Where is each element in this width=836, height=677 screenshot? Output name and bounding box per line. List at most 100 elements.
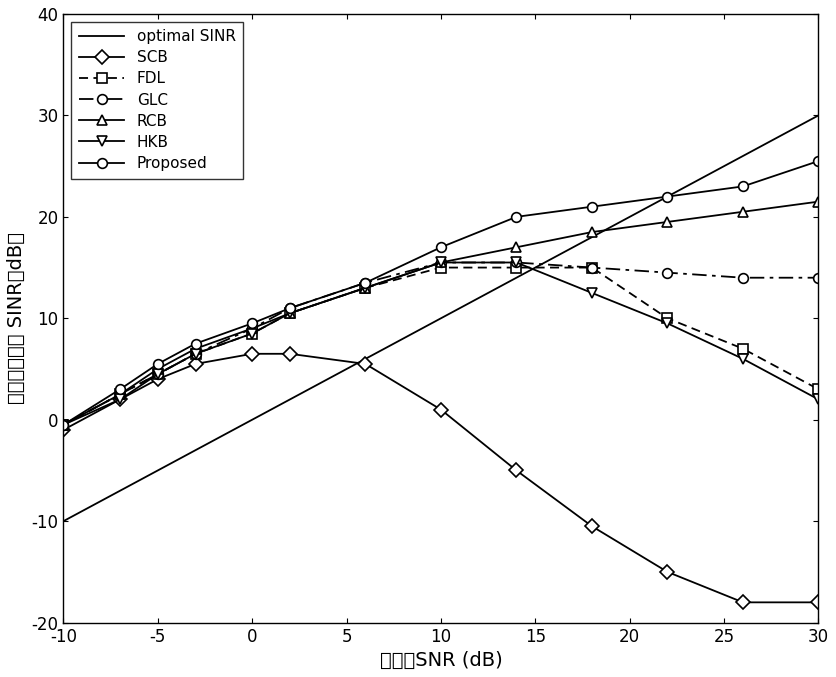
Proposed <box>738 182 748 190</box>
SCB <box>813 598 823 607</box>
optimal SINR <box>738 152 748 160</box>
FDL <box>153 370 163 378</box>
optimal SINR <box>247 416 257 424</box>
HKB <box>360 284 370 292</box>
FDL <box>436 263 446 271</box>
Line: optimal SINR: optimal SINR <box>64 115 818 521</box>
FDL <box>813 385 823 393</box>
SCB <box>662 568 672 576</box>
Line: Proposed: Proposed <box>59 156 823 430</box>
FDL <box>115 391 125 399</box>
SCB <box>587 522 597 530</box>
FDL <box>191 350 201 358</box>
RCB <box>247 324 257 332</box>
Line: HKB: HKB <box>59 258 823 430</box>
RCB <box>662 218 672 226</box>
optimal SINR <box>191 446 201 454</box>
Y-axis label: 输出信干噪比 SINR（dB）: 输出信干噪比 SINR（dB） <box>7 232 26 404</box>
GLC <box>360 279 370 287</box>
Proposed <box>247 320 257 328</box>
HKB <box>512 259 522 267</box>
FDL <box>738 345 748 353</box>
GLC <box>662 269 672 277</box>
optimal SINR <box>512 274 522 282</box>
SCB <box>285 350 295 358</box>
GLC <box>813 274 823 282</box>
optimal SINR <box>587 233 597 241</box>
Proposed <box>436 243 446 251</box>
HKB <box>247 330 257 338</box>
SCB <box>115 395 125 403</box>
SCB <box>191 360 201 368</box>
FDL <box>587 263 597 271</box>
RCB <box>738 208 748 216</box>
optimal SINR <box>662 192 672 200</box>
GLC <box>191 350 201 358</box>
RCB <box>153 365 163 373</box>
GLC <box>285 304 295 312</box>
RCB <box>360 284 370 292</box>
HKB <box>285 309 295 318</box>
HKB <box>587 289 597 297</box>
SCB <box>59 426 69 434</box>
optimal SINR <box>153 466 163 475</box>
Line: SCB: SCB <box>59 349 823 607</box>
RCB <box>285 309 295 318</box>
Line: RCB: RCB <box>59 197 823 430</box>
HKB <box>813 395 823 403</box>
RCB <box>115 391 125 399</box>
GLC <box>738 274 748 282</box>
GLC <box>59 420 69 429</box>
Line: FDL: FDL <box>59 263 823 430</box>
SCB <box>247 350 257 358</box>
Proposed <box>153 360 163 368</box>
RCB <box>512 243 522 251</box>
Legend: optimal SINR, SCB, FDL, GLC, RCB, HKB, Proposed: optimal SINR, SCB, FDL, GLC, RCB, HKB, P… <box>71 22 243 179</box>
RCB <box>59 420 69 429</box>
SCB <box>738 598 748 607</box>
FDL <box>360 284 370 292</box>
SCB <box>153 375 163 383</box>
RCB <box>587 228 597 236</box>
HKB <box>59 420 69 429</box>
FDL <box>247 330 257 338</box>
SCB <box>512 466 522 475</box>
RCB <box>813 198 823 206</box>
optimal SINR <box>360 355 370 363</box>
Proposed <box>360 279 370 287</box>
optimal SINR <box>59 517 69 525</box>
optimal SINR <box>436 314 446 322</box>
FDL <box>285 309 295 318</box>
optimal SINR <box>285 395 295 403</box>
optimal SINR <box>813 111 823 119</box>
GLC <box>153 370 163 378</box>
HKB <box>153 370 163 378</box>
Line: GLC: GLC <box>59 258 823 430</box>
RCB <box>436 259 446 267</box>
HKB <box>115 395 125 403</box>
Proposed <box>662 192 672 200</box>
RCB <box>191 345 201 353</box>
Proposed <box>59 420 69 429</box>
Proposed <box>587 202 597 211</box>
GLC <box>436 259 446 267</box>
GLC <box>247 324 257 332</box>
Proposed <box>813 157 823 165</box>
Proposed <box>191 340 201 348</box>
Proposed <box>115 385 125 393</box>
HKB <box>436 259 446 267</box>
SCB <box>436 406 446 414</box>
GLC <box>512 259 522 267</box>
Proposed <box>512 213 522 221</box>
HKB <box>738 355 748 363</box>
FDL <box>662 314 672 322</box>
GLC <box>115 391 125 399</box>
optimal SINR <box>115 487 125 495</box>
FDL <box>512 263 522 271</box>
GLC <box>587 263 597 271</box>
Proposed <box>285 304 295 312</box>
HKB <box>191 350 201 358</box>
X-axis label: 信噪比SNR (dB): 信噪比SNR (dB) <box>380 651 502 670</box>
HKB <box>662 320 672 328</box>
FDL <box>59 420 69 429</box>
